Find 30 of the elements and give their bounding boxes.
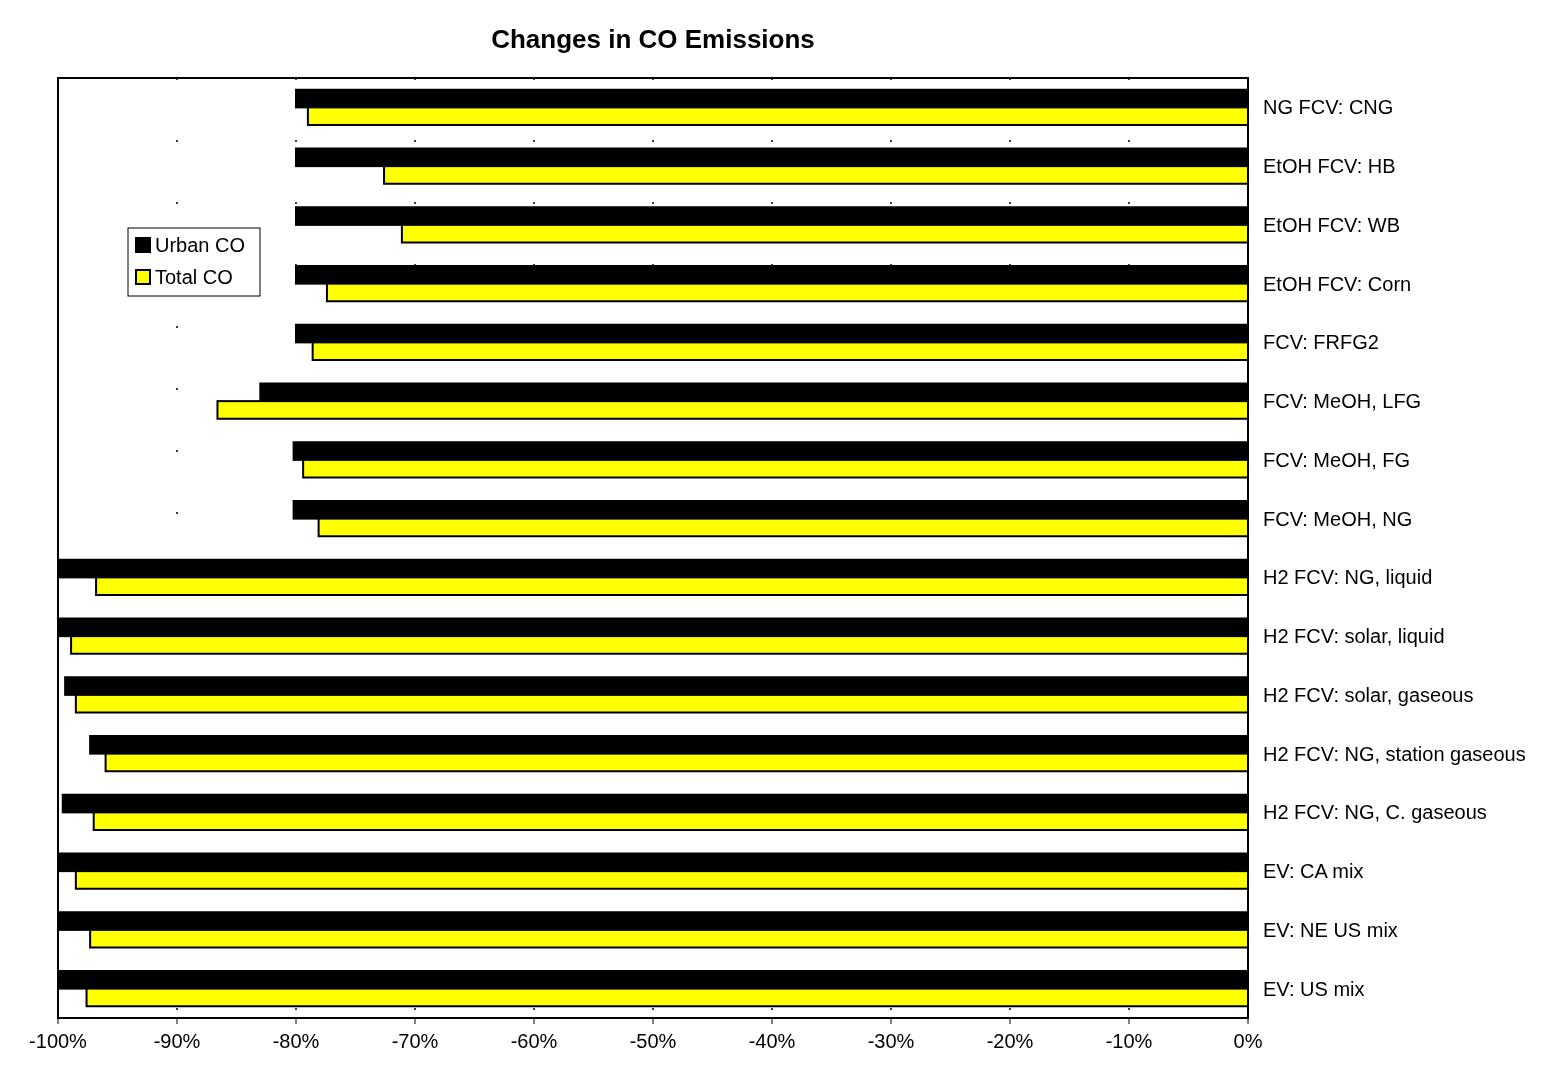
y-tick-label: EtOH FCV: HB [1263, 155, 1396, 178]
x-tick-label: -60% [510, 1030, 558, 1052]
x-tick-label: -70% [391, 1030, 439, 1052]
y-tick-label: FCV: FRFG2 [1263, 331, 1379, 354]
y-tick-label: H2 FCV: NG, station gaseous [1263, 742, 1526, 765]
legend-label: Total CO [155, 266, 233, 288]
y-tick-label: FCV: MeOH, LFG [1263, 390, 1422, 413]
legend-label: Urban CO [155, 234, 246, 256]
y-tick-label: H2 FCV: solar, gaseous [1263, 683, 1474, 706]
x-tick-label: -30% [867, 1030, 915, 1052]
y-tick-label: EV: US mix [1263, 977, 1365, 1000]
y-tick-label: FCV: MeOH, FG [1263, 448, 1411, 471]
chart-title: Changes in CO Emissions [491, 24, 815, 54]
x-tick-label: -50% [629, 1030, 677, 1052]
y-tick-label: EtOH FCV: WB [1263, 213, 1401, 236]
x-tick-label: -90% [153, 1030, 201, 1052]
y-tick-label: H2 FCV: NG, liquid [1263, 566, 1433, 589]
x-tick-label: -20% [986, 1030, 1034, 1052]
y-tick-label: EtOH FCV: Corn [1263, 272, 1412, 295]
y-tick-label: H2 FCV: NG, C. gaseous [1263, 801, 1487, 824]
x-tick-label: -100% [29, 1030, 88, 1052]
x-tick-label: -10% [1105, 1030, 1153, 1052]
y-tick-label: NG FCV: CNG [1263, 96, 1394, 119]
y-tick-label: H2 FCV: solar, liquid [1263, 625, 1445, 648]
y-tick-label: EV: CA mix [1263, 860, 1364, 883]
x-tick-label: 0% [1233, 1030, 1263, 1052]
x-tick-label: -80% [272, 1030, 320, 1052]
x-tick-label: -40% [748, 1030, 796, 1052]
y-tick-label: FCV: MeOH, NG [1263, 507, 1413, 530]
y-tick-label: EV: NE US mix [1263, 918, 1398, 941]
